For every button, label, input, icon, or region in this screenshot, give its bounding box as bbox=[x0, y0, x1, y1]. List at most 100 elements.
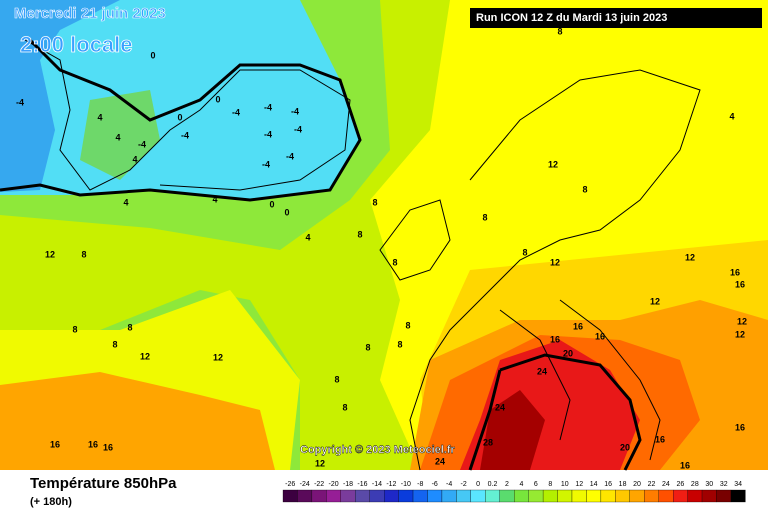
contour-label: -4 bbox=[262, 159, 270, 169]
scale-swatch bbox=[297, 489, 313, 503]
scale-swatch bbox=[355, 489, 370, 503]
scale-label: 16 bbox=[604, 481, 612, 488]
scale-swatch bbox=[412, 489, 428, 503]
contour-label: 12 bbox=[650, 296, 660, 306]
contour-label: 4 bbox=[132, 154, 137, 164]
contour-label: 4 bbox=[97, 112, 102, 122]
contour-label: 0 bbox=[284, 207, 289, 217]
scale-label: -4 bbox=[446, 481, 452, 488]
scale-swatch bbox=[441, 489, 457, 503]
contour-label: 4 bbox=[729, 111, 734, 121]
scale-swatch bbox=[600, 489, 616, 503]
contour-label: -4 bbox=[264, 129, 272, 139]
contour-label: 12 bbox=[315, 458, 325, 468]
contour-label: 16 bbox=[88, 439, 98, 449]
scale-label: 30 bbox=[705, 481, 713, 488]
contour-label: -4 bbox=[232, 107, 240, 117]
scale-swatch bbox=[644, 489, 659, 503]
scale-swatch bbox=[730, 489, 746, 503]
footer-subtitle: (+ 180h) bbox=[30, 496, 72, 508]
contour-label: 8 bbox=[522, 247, 527, 257]
contour-label: 20 bbox=[563, 348, 573, 358]
run-banner bbox=[470, 8, 762, 28]
scale-label: 22 bbox=[648, 481, 656, 488]
contour-label: -4 bbox=[181, 130, 189, 140]
scale-label: -18 bbox=[343, 481, 353, 488]
scale-swatch bbox=[716, 489, 732, 503]
scale-swatch bbox=[542, 489, 558, 503]
scale-swatch bbox=[383, 489, 399, 503]
contour-label: 12 bbox=[735, 329, 745, 339]
contour-label: 8 bbox=[357, 229, 362, 239]
contour-label: 8 bbox=[582, 184, 587, 194]
contour-label: 24 bbox=[537, 366, 547, 376]
scale-swatch bbox=[571, 489, 587, 503]
coastline bbox=[409, 69, 701, 471]
scale-swatch bbox=[456, 489, 471, 503]
contour-label: 12 bbox=[213, 352, 223, 362]
contour-label: 16 bbox=[595, 331, 605, 341]
contour-label: 12 bbox=[685, 252, 695, 262]
contour-label: 12 bbox=[45, 249, 55, 259]
temp-area bbox=[0, 372, 275, 470]
contour-label: 8 bbox=[397, 339, 402, 349]
contour-label: 8 bbox=[127, 322, 132, 332]
contour-label: 16 bbox=[573, 321, 583, 331]
scale-label: -16 bbox=[357, 481, 367, 488]
contour-label: 4 bbox=[123, 197, 128, 207]
contour-label: 12 bbox=[737, 316, 747, 326]
scale-swatch bbox=[369, 489, 385, 503]
contour-label: 16 bbox=[655, 434, 665, 444]
scale-swatch bbox=[528, 489, 544, 503]
contour-label: -4 bbox=[286, 151, 294, 161]
contour-label: -4 bbox=[294, 124, 302, 134]
contour-label: 16 bbox=[50, 439, 60, 449]
time-label: 2:00 locale bbox=[20, 32, 133, 57]
contour-label: -4 bbox=[291, 106, 299, 116]
contour-label: 0 bbox=[150, 50, 155, 60]
contour-label: 28 bbox=[483, 437, 493, 447]
contour-label: 8 bbox=[112, 339, 117, 349]
scale-label: 26 bbox=[676, 481, 684, 488]
date-label: Mercredi 21 juin 2023 bbox=[14, 5, 166, 22]
scale-label: -22 bbox=[314, 481, 324, 488]
scale-swatch bbox=[701, 489, 717, 503]
scale-swatch bbox=[514, 489, 529, 503]
scale-label: 32 bbox=[720, 481, 728, 488]
contour-label: 8 bbox=[365, 342, 370, 352]
contour-label: 12 bbox=[550, 257, 560, 267]
contour-label: 4 bbox=[212, 194, 217, 204]
contour-label: 16 bbox=[680, 460, 690, 470]
contour-label: 24 bbox=[435, 456, 445, 466]
coastline bbox=[24, 39, 351, 191]
contour-label: -4 bbox=[138, 139, 146, 149]
scale-swatch bbox=[615, 489, 630, 503]
scale-label: -24 bbox=[300, 481, 310, 488]
footer-title: Température 850hPa bbox=[30, 475, 177, 492]
scale-label: -14 bbox=[372, 481, 382, 488]
scale-label: 4 bbox=[519, 481, 523, 488]
scale-label: 28 bbox=[691, 481, 699, 488]
coastlines bbox=[24, 39, 701, 471]
coastline bbox=[499, 309, 571, 441]
contour-label: 16 bbox=[735, 279, 745, 289]
scale-label: 0.2 bbox=[488, 481, 498, 488]
scale-swatch bbox=[557, 489, 573, 503]
scale-swatch bbox=[311, 489, 327, 503]
scale-swatch bbox=[499, 489, 515, 503]
contour-label: 8 bbox=[334, 374, 339, 384]
contour-label: 8 bbox=[482, 212, 487, 222]
contour-label: 4 bbox=[115, 132, 120, 142]
contour-label: 8 bbox=[405, 320, 410, 330]
scale-label: -10 bbox=[401, 481, 411, 488]
contour-label: 8 bbox=[72, 324, 77, 334]
scale-label: 0 bbox=[476, 481, 480, 488]
contour-label: 16 bbox=[735, 422, 745, 432]
contour-label: 0 bbox=[215, 94, 220, 104]
scale-swatch bbox=[282, 489, 298, 503]
scale-swatch bbox=[340, 489, 356, 503]
temp-area bbox=[0, 0, 120, 192]
